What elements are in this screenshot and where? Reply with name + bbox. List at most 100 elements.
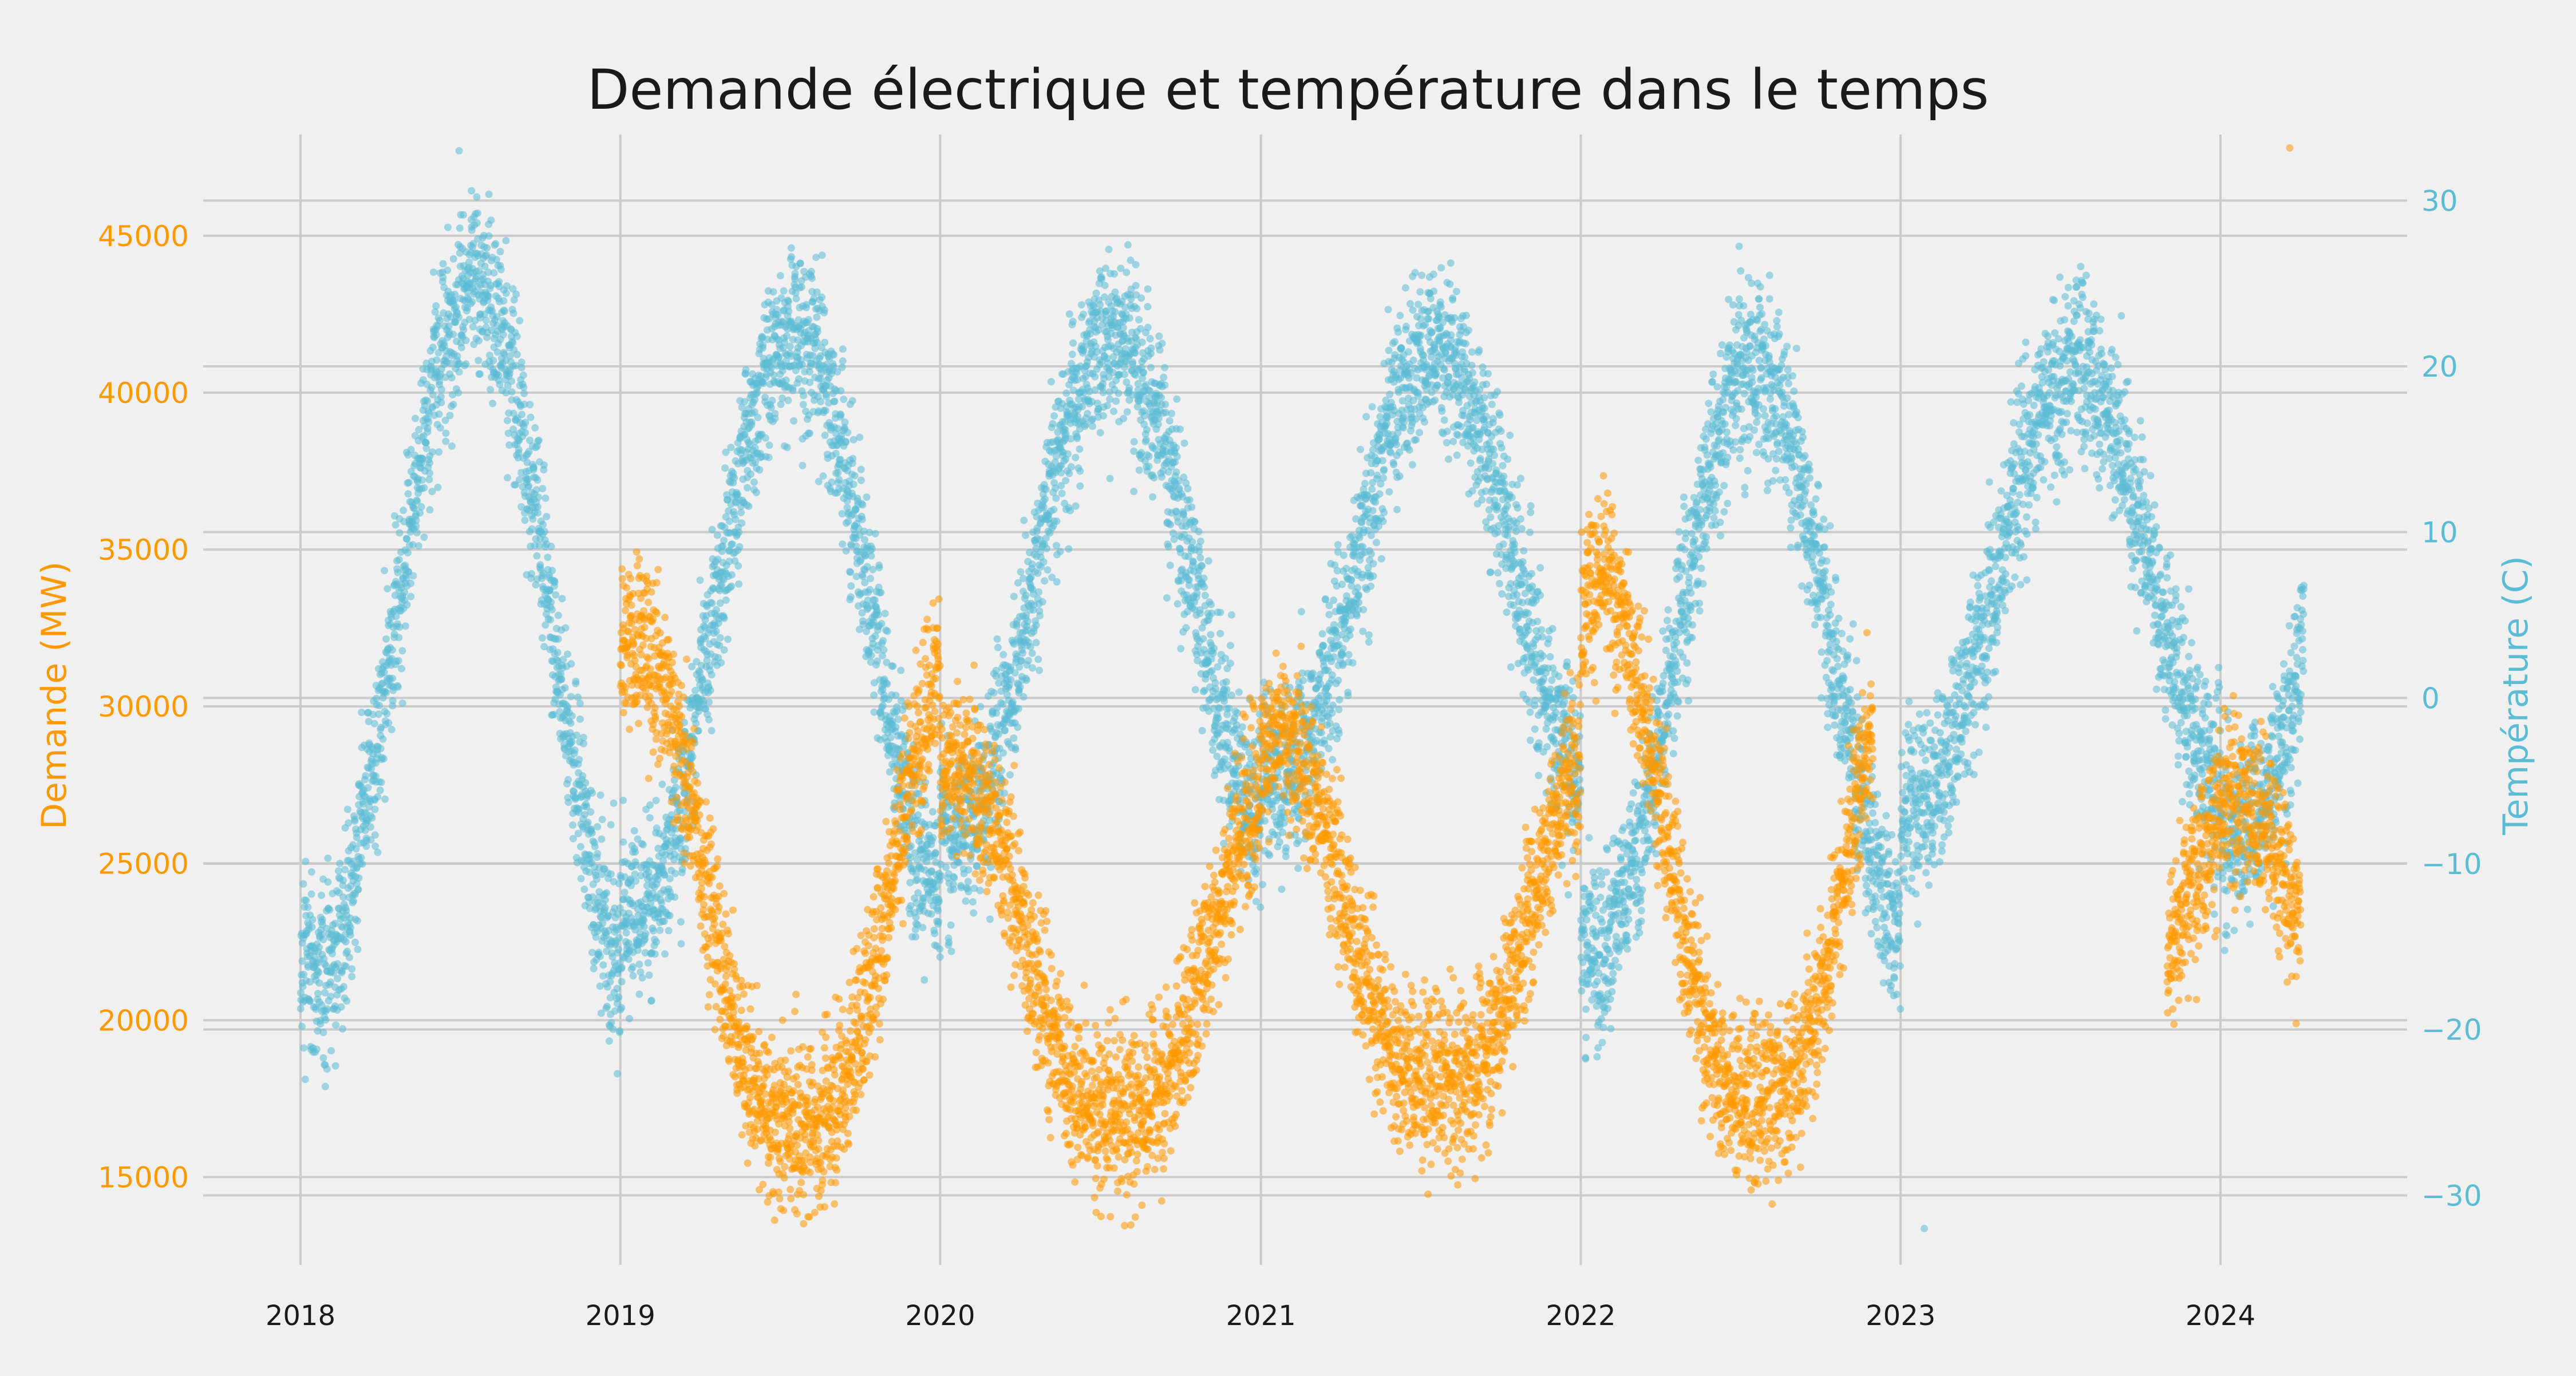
temperature-point	[1147, 335, 1154, 342]
temperature-point	[1357, 446, 1364, 453]
temperature-point	[449, 331, 457, 338]
temperature-point	[1282, 844, 1290, 852]
temperature-point	[1380, 517, 1387, 525]
temperature-point	[1202, 592, 1209, 599]
temperature-point	[571, 746, 579, 754]
temperature-point	[912, 914, 920, 921]
temperature-point	[487, 216, 495, 224]
temperature-point	[372, 831, 379, 839]
temperature-point	[766, 441, 773, 449]
temperature-point	[1052, 495, 1060, 502]
temperature-point	[1172, 444, 1180, 452]
temperature-point	[784, 397, 792, 404]
temperature-point	[837, 412, 844, 419]
temperature-point	[1369, 403, 1376, 410]
temperature-point	[1029, 664, 1036, 671]
temperature-point	[1386, 391, 1393, 398]
temperature-point	[607, 871, 615, 878]
temperature-point	[866, 586, 874, 594]
temperature-point	[1330, 653, 1338, 661]
temperature-point	[777, 401, 785, 408]
temperature-point	[1136, 466, 1143, 474]
temperature-point	[1207, 601, 1215, 608]
temperature-point	[1295, 837, 1302, 845]
temperature-point	[400, 507, 407, 514]
temperature-point	[999, 749, 1007, 757]
temperature-point	[1064, 450, 1072, 458]
temperature-point	[394, 683, 402, 691]
temperature-point	[599, 961, 607, 968]
temperature-point	[521, 429, 529, 437]
temperature-point	[790, 417, 797, 425]
temperature-point	[1125, 384, 1133, 392]
temperature-point	[300, 1044, 307, 1051]
temperature-point	[661, 950, 669, 958]
temperature-point	[298, 1023, 306, 1030]
temperature-point	[945, 939, 953, 946]
temperature-point	[1159, 340, 1166, 347]
temperature-point	[1144, 324, 1152, 331]
temperature-point	[631, 827, 638, 835]
temperature-point	[584, 819, 592, 826]
temperature-point	[449, 401, 457, 408]
temperature-point	[934, 907, 942, 914]
temperature-point	[805, 316, 812, 323]
temperature-point	[381, 669, 388, 676]
temperature-point	[1355, 591, 1362, 599]
temperature-point	[334, 960, 341, 967]
temperature-point	[1195, 548, 1203, 555]
temperature-point	[339, 877, 347, 884]
temperature-point	[839, 345, 847, 353]
temperature-point	[541, 528, 548, 535]
temperature-point	[500, 297, 507, 305]
temperature-point	[521, 516, 528, 524]
temperature-point	[1216, 609, 1224, 616]
temperature-point	[440, 260, 447, 267]
temperature-point	[623, 929, 630, 936]
temperature-point	[721, 615, 728, 622]
temperature-point	[819, 251, 826, 259]
temperature-point	[509, 310, 517, 317]
temperature-point	[355, 875, 362, 882]
temperature-point	[528, 570, 535, 578]
temperature-point	[315, 944, 323, 951]
temperature-point	[1150, 474, 1157, 481]
temperature-point	[539, 634, 546, 642]
temperature-point	[820, 309, 828, 317]
temperature-point	[789, 387, 797, 394]
temperature-point	[1199, 635, 1207, 643]
temperature-point	[970, 910, 977, 917]
temperature-point	[1010, 593, 1018, 600]
temperature-point	[504, 417, 511, 424]
temperature-point	[347, 931, 354, 939]
temperature-point	[1200, 575, 1208, 582]
temperature-point	[849, 455, 856, 462]
temperature-point	[650, 927, 657, 935]
temperature-point	[1049, 420, 1056, 428]
temperature-point	[1041, 496, 1049, 503]
temperature-point	[1065, 545, 1072, 553]
temperature-point	[562, 624, 569, 632]
temperature-point	[929, 808, 937, 816]
temperature-point	[434, 484, 442, 491]
temperature-point	[730, 474, 738, 481]
temperature-point	[1181, 440, 1188, 447]
temperature-point	[625, 955, 633, 963]
temperature-point	[558, 595, 566, 602]
temperature-point	[887, 734, 894, 741]
temperature-point	[999, 651, 1007, 658]
temperature-point	[1115, 390, 1123, 397]
temperature-point	[512, 291, 520, 298]
temperature-point	[889, 662, 896, 670]
temperature-point	[717, 634, 724, 642]
temperature-point	[602, 896, 609, 904]
temperature-point	[487, 386, 494, 393]
temperature-point	[308, 868, 315, 876]
temperature-point	[856, 434, 863, 441]
temperature-point	[497, 266, 505, 273]
temperature-point	[653, 938, 660, 946]
temperature-point	[729, 540, 736, 548]
temperature-point	[552, 591, 559, 599]
temperature-point	[929, 834, 937, 841]
temperature-point	[348, 973, 355, 980]
